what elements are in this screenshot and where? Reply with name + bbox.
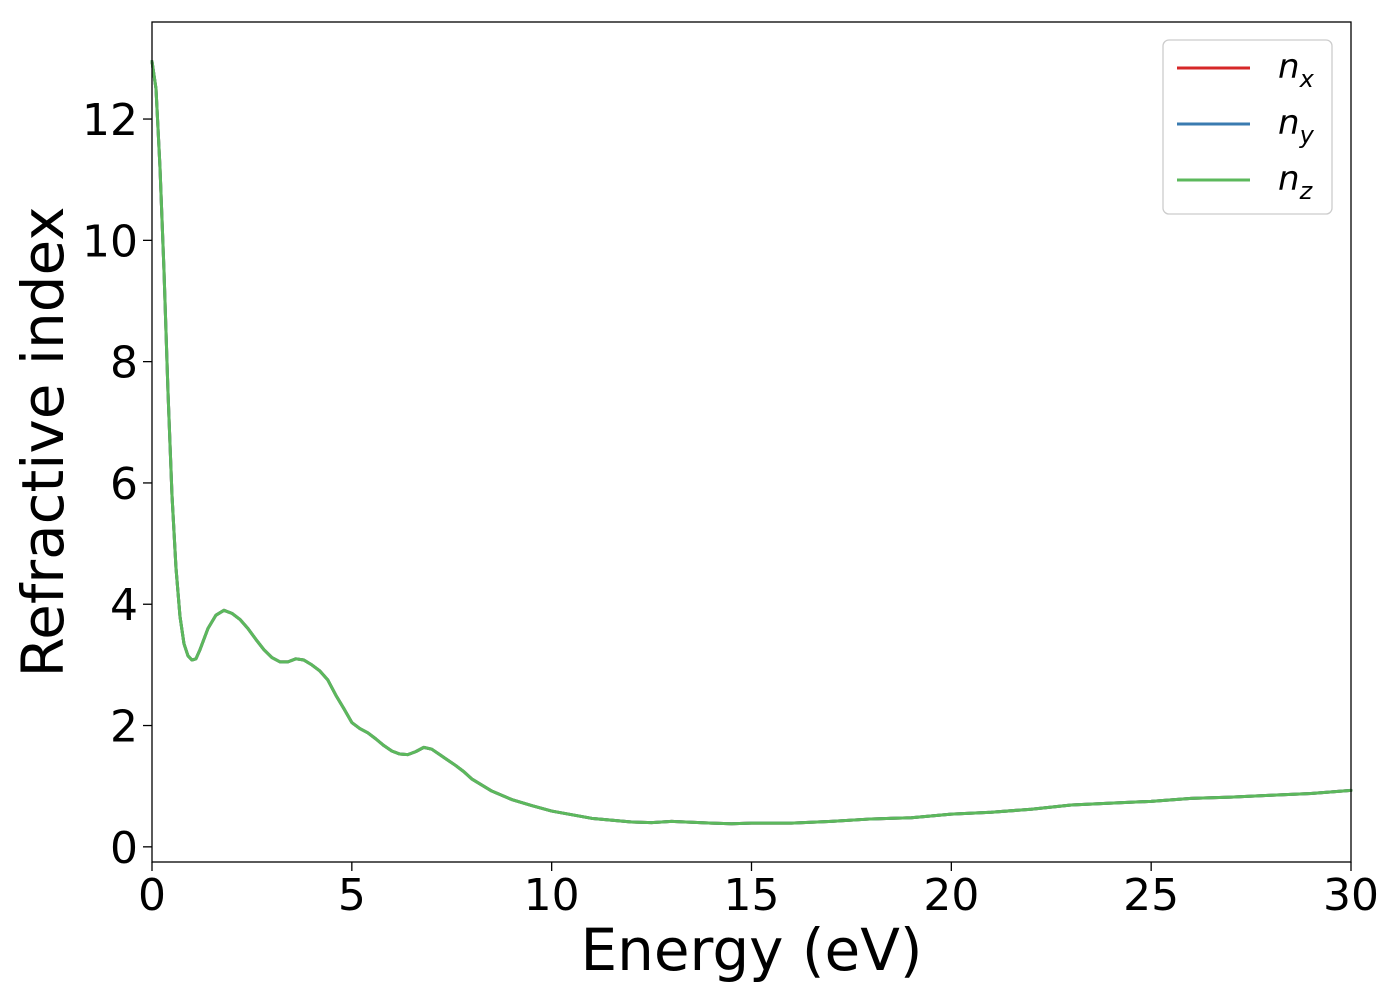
plot-frame — [151, 21, 1352, 863]
x-tick-label: 0 — [138, 870, 166, 921]
x-tick-label: 5 — [338, 870, 366, 921]
legend-label-ny: ny — [1278, 103, 1315, 149]
series-line-nz — [150, 59, 1353, 826]
legend: nx ny nz — [1162, 39, 1333, 215]
y-tick-label: 0 — [110, 823, 138, 874]
y-tick-label: 2 — [110, 702, 138, 753]
y-tick-label: 10 — [82, 216, 138, 267]
x-tick-label: 15 — [724, 870, 780, 921]
legend-label-nx: nx — [1278, 47, 1315, 93]
legend-box — [1162, 39, 1333, 215]
y-tick-label: 4 — [110, 580, 138, 631]
x-tick-label: 25 — [1123, 870, 1179, 921]
y-tick-label: 12 — [82, 95, 138, 146]
x-axis-ticks: 0 5 10 15 20 25 30 — [138, 862, 1379, 921]
x-tick-label: 30 — [1323, 870, 1379, 921]
y-axis-label: Refractive index — [9, 206, 77, 677]
x-tick-label: 20 — [923, 870, 979, 921]
y-axis-ticks: 0 2 4 6 8 10 12 — [82, 95, 152, 874]
plot-series — [150, 59, 1353, 826]
x-axis-label: Energy (eV) — [580, 916, 922, 984]
y-tick-label: 6 — [110, 459, 138, 510]
y-tick-label: 8 — [110, 338, 138, 389]
x-tick-label: 10 — [524, 870, 580, 921]
legend-label-nz: nz — [1278, 159, 1314, 205]
